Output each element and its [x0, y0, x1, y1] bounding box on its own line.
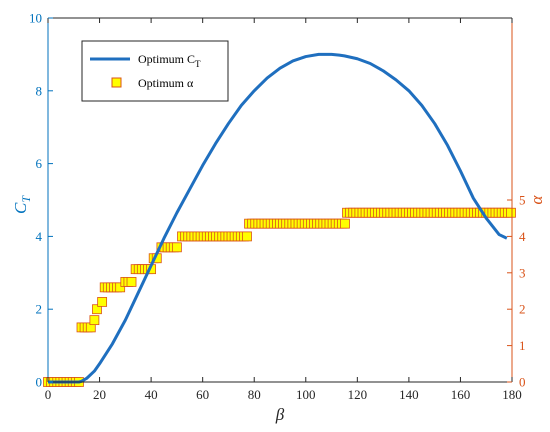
y-right-tick-label: 1 — [519, 338, 526, 353]
y-right-tick-label: 4 — [519, 229, 526, 244]
x-tick-label: 100 — [296, 387, 316, 402]
alpha-marker — [126, 276, 137, 287]
legend-marker-swatch — [111, 77, 122, 88]
legend-alpha-label: Optimum α — [138, 76, 194, 90]
x-tick-label: 180 — [502, 387, 522, 402]
x-tick-label: 160 — [451, 387, 471, 402]
ct-line — [48, 52, 508, 384]
alpha-marker — [242, 231, 252, 242]
y-left-tick-label: 10 — [29, 11, 42, 26]
alpha-marker — [340, 218, 350, 229]
y-right-tick-label: 0 — [519, 375, 526, 390]
y-left-axis-title: CT — [11, 195, 33, 214]
alpha-marker — [89, 315, 100, 326]
alpha-marker — [171, 242, 182, 253]
x-tick-label: 60 — [196, 387, 209, 402]
y-right-axis-title: α — [527, 194, 546, 204]
y-left-tick-label: 0 — [36, 375, 43, 390]
x-tick-label: 20 — [93, 387, 106, 402]
y-left-tick-label: 8 — [36, 83, 43, 98]
x-tick-label: 140 — [399, 387, 419, 402]
y-left-tick-label: 2 — [36, 302, 43, 317]
x-tick-label: 0 — [45, 387, 52, 402]
y-left-tick-label: 4 — [36, 229, 43, 244]
alpha-marker — [92, 304, 102, 315]
x-axis-title: β — [275, 405, 285, 424]
legend-ct-label: Optimum CT — [138, 52, 201, 69]
x-tick-label: 40 — [145, 387, 158, 402]
alpha-marker — [506, 207, 516, 218]
y-left-tick-label: 6 — [36, 156, 43, 171]
legend-box — [81, 40, 229, 102]
y-right-tick-label: 5 — [519, 193, 526, 208]
series-layer — [43, 52, 516, 387]
y-right-tick-label: 3 — [519, 265, 526, 280]
y-right-tick-label: 2 — [519, 302, 526, 317]
alpha-marker — [97, 297, 108, 307]
legend: Optimum CT Optimum α — [81, 40, 229, 102]
alpha-marker — [115, 282, 126, 293]
x-tick-label: 120 — [348, 387, 368, 402]
x-tick-label: 80 — [248, 387, 261, 402]
